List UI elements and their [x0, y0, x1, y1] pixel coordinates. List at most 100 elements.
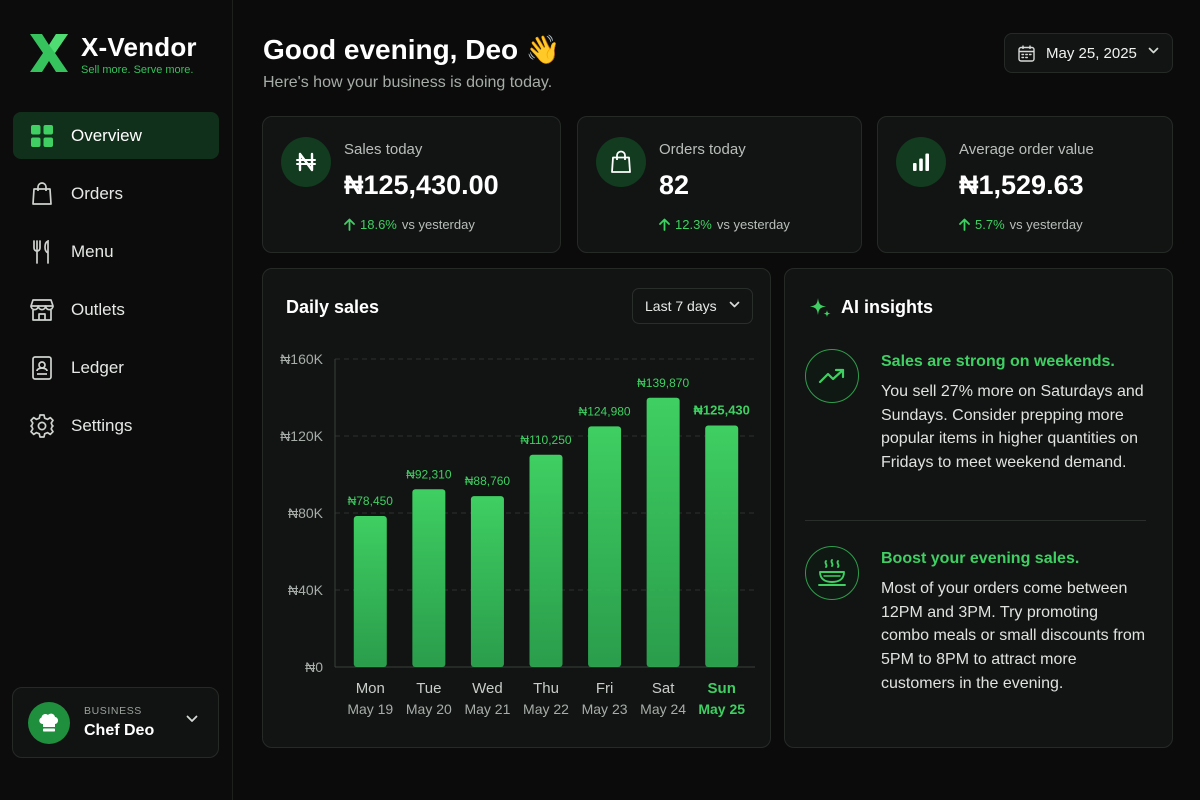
x-date-label: May 19 [347, 701, 393, 717]
sidebar-item-overview[interactable]: Overview [13, 112, 219, 159]
bar-value-label: ₦139,870 [637, 376, 689, 390]
arrow-up-icon [959, 218, 970, 231]
bar-value-label: ₦125,430 [694, 403, 750, 418]
fork-knife-icon [29, 239, 55, 265]
insight-heading: Boost your evening sales. [881, 550, 1080, 567]
brand-logo[interactable]: X-Vendor Sell more. Serve more. [28, 32, 197, 76]
y-tick-label: ₦80K [288, 505, 324, 521]
stat-label: Orders today [659, 141, 746, 158]
stat-card-sales: Sales today ₦125,430.00 18.6% vs yesterd… [262, 116, 561, 253]
sidebar-item-orders[interactable]: Orders [13, 170, 219, 217]
brand-tagline: Sell more. Serve more. [81, 64, 194, 76]
bar-value-label: ₦110,250 [520, 433, 571, 447]
date-picker[interactable]: May 25, 2025 [1004, 33, 1173, 73]
stat-delta-percent: 5.7% [975, 217, 1005, 232]
bar [470, 496, 504, 667]
stat-value: ₦1,529.63 [959, 170, 1084, 200]
naira-icon [281, 137, 331, 187]
trend-up-icon [805, 349, 859, 403]
chevron-down-icon [1148, 47, 1159, 54]
x-date-label: May 21 [464, 701, 510, 717]
x-tick-label: Wed [472, 680, 503, 697]
divider [805, 520, 1146, 521]
ai-insights-card: AI insights Sales are strong on weekends… [784, 268, 1173, 748]
stat-delta-percent: 12.3% [675, 217, 712, 232]
range-dropdown[interactable]: Last 7 days [632, 288, 753, 324]
bar [588, 426, 622, 667]
bar-chart-icon [896, 137, 946, 187]
store-icon [29, 297, 55, 323]
gear-icon [29, 413, 55, 439]
bar-value-label: ₦92,310 [406, 467, 452, 481]
bar-value-label: ₦124,980 [579, 404, 631, 418]
sparkle-icon [810, 298, 831, 318]
chevron-down-icon [186, 715, 198, 722]
business-name: Chef Deo [84, 722, 155, 739]
x-tick-label: Tue [416, 680, 441, 697]
bar [705, 425, 739, 667]
insight-body: You sell 27% more on Saturdays and Sunda… [881, 383, 1144, 472]
insight-heading: Sales are strong on weekends. [881, 353, 1115, 370]
stat-delta-suffix: vs yesterday [716, 217, 790, 232]
y-tick-label: ₦40K [288, 582, 324, 598]
brand-name: X-Vendor [81, 32, 197, 62]
stat-value: 82 [659, 170, 690, 200]
x-date-label: May 25 [698, 701, 745, 717]
bar [412, 489, 446, 667]
x-date-label: May 23 [582, 701, 628, 717]
bar-value-label: ₦88,760 [465, 474, 511, 488]
stat-card-average-order: Average order value ₦1,529.63 5.7% vs ye… [877, 116, 1173, 253]
x-tick-label: Fri [596, 680, 614, 697]
bar [529, 454, 563, 667]
arrow-up-icon [344, 218, 355, 231]
x-logo-icon [30, 34, 68, 72]
stat-label: Sales today [344, 141, 423, 158]
food-bowl-icon [805, 546, 859, 600]
stat-delta: 18.6% vs yesterday [344, 217, 475, 232]
business-caption: BUSINESS [84, 705, 142, 717]
sidebar-item-label: Settings [71, 415, 133, 435]
daily-sales-chart: ₦0 ₦40K ₦80K ₦120K ₦160K ₦78,450 Mon May 19 ₦92,… [280, 351, 755, 717]
sidebar-item-label: Ledger [71, 357, 124, 377]
y-tick-label: ₦160K [280, 351, 323, 367]
x-tick-label: Mon [356, 680, 385, 697]
stat-delta: 5.7% vs yesterday [959, 217, 1083, 232]
x-date-label: May 22 [523, 701, 569, 717]
sidebar-item-ledger[interactable]: Ledger [13, 344, 219, 391]
x-tick-label: Thu [533, 680, 559, 697]
arrow-up-icon [659, 218, 670, 231]
business-switcher[interactable]: BUSINESS Chef Deo [12, 687, 219, 758]
sidebar-item-menu[interactable]: Menu [13, 228, 219, 275]
sidebar-item-outlets[interactable]: Outlets [13, 286, 219, 333]
stat-delta: 12.3% vs yesterday [659, 217, 790, 232]
page-subtitle: Here's how your business is doing today. [263, 74, 553, 91]
sidebar-item-label: Orders [71, 183, 123, 203]
bar [353, 515, 387, 667]
bag-icon [29, 181, 55, 207]
grid-icon [29, 123, 55, 149]
x-date-label: May 24 [640, 701, 686, 717]
sidebar-item-label: Overview [71, 125, 142, 145]
sidebar-item-label: Menu [71, 241, 114, 261]
stat-delta-suffix: vs yesterday [401, 217, 475, 232]
chevron-down-icon [729, 301, 740, 308]
ledger-icon [29, 355, 55, 381]
x-tick-label: Sat [652, 680, 675, 697]
stat-label: Average order value [959, 141, 1094, 158]
insight-body: Most of your orders come between 12PM an… [881, 580, 1146, 692]
selected-date: May 25, 2025 [1046, 44, 1137, 62]
sidebar-nav: Overview Orders Menu [13, 112, 219, 460]
insights-title: AI insights [841, 297, 934, 317]
y-tick-label: ₦120K [280, 428, 323, 444]
daily-sales-card: ₦0 ₦40K ₦80K ₦120K ₦160K ₦78,450 Mon May 19 ₦92,… [262, 268, 771, 748]
range-label: Last 7 days [645, 298, 717, 314]
stat-value: ₦125,430.00 [344, 170, 499, 200]
calendar-icon [1018, 45, 1035, 62]
stat-delta-percent: 18.6% [360, 217, 397, 232]
stat-card-orders: Orders today 82 12.3% vs yesterday [577, 116, 862, 253]
page-title: Good evening, Deo 👋 [263, 34, 561, 65]
chart-title: Daily sales [286, 297, 380, 317]
bag-icon [596, 137, 646, 187]
bar [646, 397, 680, 667]
sidebar-item-settings[interactable]: Settings [13, 402, 219, 449]
